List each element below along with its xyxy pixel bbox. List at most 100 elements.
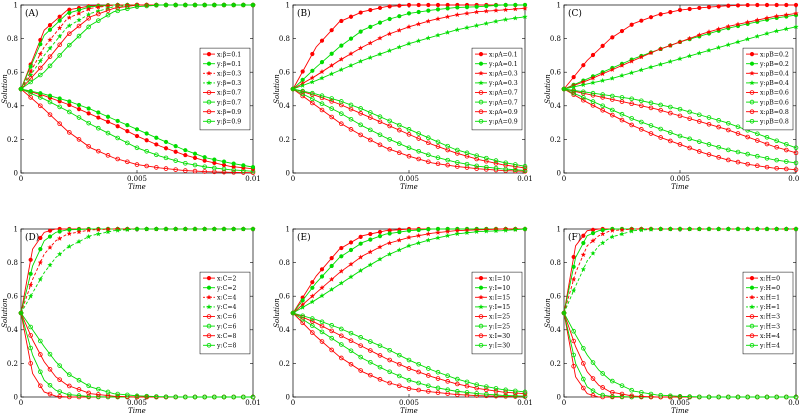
data-point-marker	[154, 135, 159, 140]
data-point-marker	[668, 393, 673, 399]
data-point-marker	[774, 157, 779, 163]
data-point-marker	[581, 63, 586, 68]
data-point-marker	[47, 99, 53, 105]
data-point-marker	[368, 231, 373, 237]
data-point-marker	[435, 32, 441, 38]
data-point-marker	[358, 354, 363, 360]
data-point-marker	[668, 110, 673, 116]
data-point-marker	[716, 155, 721, 160]
data-point-marker	[319, 274, 325, 279]
data-point-marker	[377, 35, 383, 41]
data-point-marker	[396, 237, 403, 243]
data-point-marker	[115, 8, 120, 14]
y-tick-label: 0.4	[279, 326, 291, 334]
data-point-marker	[339, 355, 344, 361]
data-point-marker	[774, 2, 779, 8]
data-point-marker	[339, 121, 344, 127]
data-point-marker	[377, 114, 383, 120]
data-point-marker	[358, 132, 363, 138]
data-point-marker	[358, 106, 363, 111]
data-point-marker	[455, 147, 460, 153]
data-point-marker	[348, 348, 354, 354]
data-point-marker	[619, 95, 625, 100]
data-point-marker	[522, 163, 528, 169]
data-point-marker	[18, 310, 24, 316]
legend-entry: y:ρA=0.1	[488, 61, 518, 68]
data-point-marker	[231, 2, 236, 8]
data-point-marker	[358, 343, 363, 348]
data-point-marker	[667, 226, 674, 232]
y-tick-label: 0	[286, 393, 290, 401]
data-point-marker	[580, 81, 587, 88]
data-point-marker	[619, 117, 625, 123]
data-point-marker	[706, 226, 712, 232]
data-point-marker	[658, 126, 663, 132]
data-point-marker	[153, 226, 160, 232]
data-point-marker	[435, 390, 441, 395]
series-line	[20, 88, 254, 172]
data-point-marker	[426, 227, 431, 232]
data-point-marker	[114, 227, 121, 233]
data-point-marker	[513, 167, 518, 173]
data-point-marker	[86, 106, 91, 111]
data-point-marker	[47, 366, 53, 372]
data-point-marker	[571, 338, 576, 344]
series-group	[290, 2, 528, 174]
data-point-marker	[348, 240, 354, 245]
data-point-marker	[657, 61, 664, 67]
y-tick-label: 1	[557, 1, 561, 9]
data-point-marker	[435, 234, 441, 241]
series-line	[563, 88, 797, 164]
data-point-marker	[454, 230, 461, 237]
data-point-marker	[338, 56, 345, 62]
legend-entry: y:I=15	[488, 304, 510, 311]
legend-entry: x:H=3	[760, 314, 780, 321]
data-point-marker	[329, 335, 334, 341]
data-point-marker	[28, 271, 33, 276]
panel-letter: (D)	[25, 232, 39, 243]
legend-marker	[749, 70, 755, 76]
data-point-marker	[493, 386, 499, 391]
data-point-marker	[783, 226, 790, 232]
legend-marker	[478, 119, 484, 124]
data-point-marker	[784, 159, 789, 164]
data-point-marker	[387, 16, 392, 22]
data-point-marker	[377, 364, 383, 370]
data-point-marker	[464, 153, 470, 159]
data-point-marker	[599, 71, 606, 77]
data-point-marker	[464, 150, 470, 156]
data-point-marker	[231, 394, 236, 400]
data-point-marker	[115, 156, 120, 162]
data-point-marker	[172, 226, 179, 232]
data-point-marker	[590, 231, 596, 236]
data-point-marker	[474, 156, 479, 162]
data-point-marker	[435, 155, 441, 160]
data-point-marker	[784, 2, 789, 8]
data-point-marker	[629, 387, 634, 393]
legend-marker	[749, 304, 755, 310]
x-tick-label: 0.01	[788, 175, 800, 183]
data-point-marker	[105, 229, 111, 235]
legend-entry: x:ρA=0.7	[489, 90, 518, 97]
y-tick-label: 0.4	[550, 102, 562, 110]
data-point-marker	[105, 114, 111, 119]
data-point-marker	[445, 143, 450, 149]
data-point-marker	[416, 156, 421, 162]
data-point-marker	[648, 394, 654, 400]
data-point-marker	[339, 111, 344, 116]
data-point-marker	[571, 352, 576, 358]
data-point-marker	[629, 122, 634, 128]
data-point-marker	[774, 138, 779, 144]
data-point-marker	[76, 229, 82, 235]
data-point-marker	[648, 123, 654, 128]
data-point-marker	[348, 247, 354, 253]
legend-marker	[478, 80, 484, 86]
legend-entry: y:ρB=0.8	[759, 119, 789, 126]
data-point-marker	[764, 141, 770, 147]
data-point-marker	[667, 42, 674, 48]
data-point-marker	[406, 234, 412, 240]
legend-entry: x:ρB=0.6	[760, 90, 789, 97]
data-point-marker	[416, 387, 421, 393]
data-point-marker	[348, 274, 354, 280]
